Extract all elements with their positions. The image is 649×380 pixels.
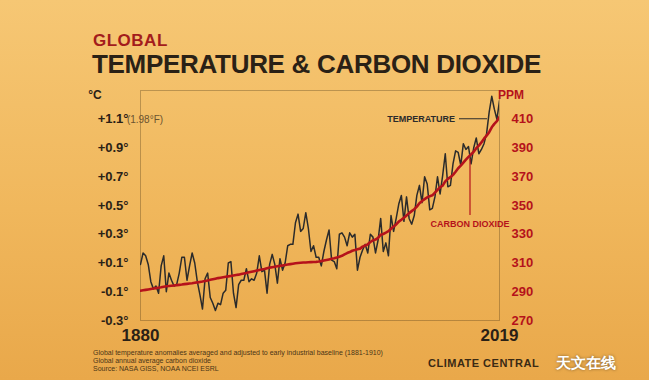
svg-text:+0.5°: +0.5° xyxy=(98,198,129,213)
svg-text:-0.1°: -0.1° xyxy=(101,284,129,299)
html-text:GLOBAL: GLOBAL xyxy=(93,31,168,50)
svg-text:2019: 2019 xyxy=(481,326,519,345)
svg-text:+1.1°: +1.1° xyxy=(98,111,129,126)
svg-text:390: 390 xyxy=(512,140,534,155)
svg-text:TEMPERATURE: TEMPERATURE xyxy=(387,114,455,124)
html-text:CLIMATE CENTRAL: CLIMATE CENTRAL xyxy=(428,357,540,369)
svg-text:270: 270 xyxy=(511,312,534,328)
html-text:Global temperature anomalies a: Global temperature anomalies averaged an… xyxy=(93,349,383,356)
svg-text:330: 330 xyxy=(512,226,534,241)
html-text:TEMPERATURE & CARBON DIOXIDE: TEMPERATURE & CARBON DIOXIDE xyxy=(92,49,541,79)
svg-text:PPM: PPM xyxy=(498,88,524,102)
svg-text:CARBON DIOXIDE: CARBON DIOXIDE xyxy=(430,219,509,229)
svg-text:+0.7°: +0.7° xyxy=(98,169,129,184)
html-text:Source: NASA GISS, NOAA NCEI E: Source: NASA GISS, NOAA NCEI ESRL xyxy=(93,365,219,372)
svg-text:(1.98°F): (1.98°F) xyxy=(127,114,163,125)
html-text:Global annual average carbon d: Global annual average carbon dioxide xyxy=(93,357,211,364)
svg-text:290: 290 xyxy=(512,284,534,299)
svg-text:+0.3°: +0.3° xyxy=(98,226,129,241)
svg-text:+0.9°: +0.9° xyxy=(98,140,129,155)
svg-text:-0.3°: -0.3° xyxy=(100,312,129,328)
svg-text:°C: °C xyxy=(88,88,102,102)
svg-text:370: 370 xyxy=(512,169,534,184)
svg-text:350: 350 xyxy=(512,198,534,213)
svg-text:1880: 1880 xyxy=(122,326,160,345)
svg-text:+0.1°: +0.1° xyxy=(98,255,129,270)
svg-text:410: 410 xyxy=(512,111,534,126)
html-text:天文在线: 天文在线 xyxy=(556,354,616,372)
svg-text:310: 310 xyxy=(512,255,534,270)
